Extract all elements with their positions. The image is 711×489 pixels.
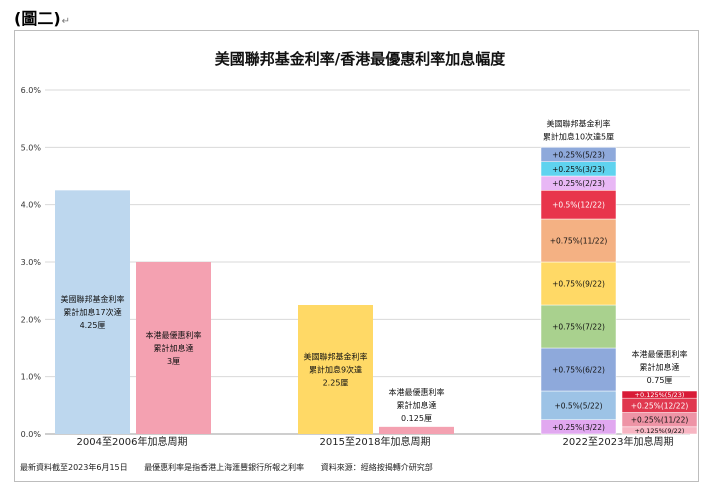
stack-label: 累計加息10次達5厘 [543,131,614,141]
bar-label: 累計加息達 [154,343,194,353]
stack-label: 累計加息達 [640,362,680,372]
y-tick-label: 1.0% [21,373,42,382]
x-category-label: 2022至2023年加息周期 [563,435,674,448]
y-tick-label: 3.0% [21,258,42,267]
bar-label: 累計加息達 [397,400,437,410]
bar-label: 3厘 [167,357,180,366]
stack-segment [540,147,617,162]
figure-label: (圖二)↵ [14,5,70,29]
bar-label: 累計加息17次達 [63,307,121,317]
stack-segment [540,190,617,220]
chart-title: 美國聯邦基金利率/香港最優惠利率加息幅度 [215,50,506,68]
y-tick-label: 0.0% [21,430,42,439]
bar-label: 4.25厘 [80,321,106,330]
segment-label: +0.25%(3/22) [552,423,605,432]
y-tick-label: 2.0% [21,315,42,324]
bar-label: 0.125厘 [401,414,432,423]
footnote-updated: 最新資料截至2023年6月15日 [20,463,128,472]
segment-label: +0.75%(11/22) [550,237,608,246]
stack-label: 本港最優惠利率 [632,349,688,359]
bar-label: 本港最優惠利率 [146,330,202,340]
segment-label: +0.5%(5/22) [554,401,602,410]
segment-label: +0.125%(9/22) [635,427,685,435]
paragraph-mark-icon: ↵ [61,16,71,27]
y-tick-label: 5.0% [21,143,42,152]
bar [379,426,454,434]
stack-segment [540,304,617,349]
segment-label: +0.25%(11/22) [631,416,689,425]
segment-label: +0.25%(3/23) [552,165,605,174]
stack-segment [621,390,698,399]
bar [55,190,130,434]
bar-label: 美國聯邦基金利率 [304,352,368,362]
x-category-label: 2015至2018年加息周期 [320,435,431,448]
y-tick-label: 6.0% [21,86,42,95]
stack-segment [540,218,617,263]
chart-frame [14,30,699,482]
bar-label: 累計加息9次達 [309,365,362,375]
footnotes: 最新資料截至2023年6月15日 最優惠利率是指香港上海滙豐銀行所報之利率 資料… [20,462,447,473]
stack-segment [540,261,617,306]
stack-label: 0.75厘 [647,376,673,385]
bar-label: 本港最優惠利率 [389,387,445,397]
figure-label-text: (圖二) [14,9,61,28]
stack-label: 美國聯邦基金利率 [547,118,611,128]
segment-label: +0.75%(6/22) [552,366,605,375]
x-category-label: 2004至2006年加息周期 [77,435,188,448]
bar [136,262,211,434]
y-axis: 0.0% 1.0% 2.0% 3.0% 4.0% 5.0% 6.0% [21,86,42,439]
x-axis: 2004至2006年加息周期 2015至2018年加息周期 2022至2023年加息… [77,435,674,448]
bar-label: 2.25厘 [323,379,349,388]
segment-label: +0.25%(12/22) [631,401,689,410]
y-tick-label: 4.0% [21,201,42,210]
segment-label: +0.25%(2/23) [552,179,605,188]
segment-label: +0.125%(5/23) [635,391,685,399]
segment-label: +0.75%(7/22) [552,323,605,332]
segment-label: +0.25%(5/23) [552,151,605,160]
segment-label: +0.75%(9/22) [552,280,605,289]
footnote-definition: 最優惠利率是指香港上海滙豐銀行所報之利率 [144,463,305,472]
footnote-source: 資料來源：經絡按揭轉介研究部 [320,463,433,472]
bar [298,305,373,434]
segment-label: +0.5%(12/22) [552,201,605,210]
bar-label: 美國聯邦基金利率 [61,294,125,304]
